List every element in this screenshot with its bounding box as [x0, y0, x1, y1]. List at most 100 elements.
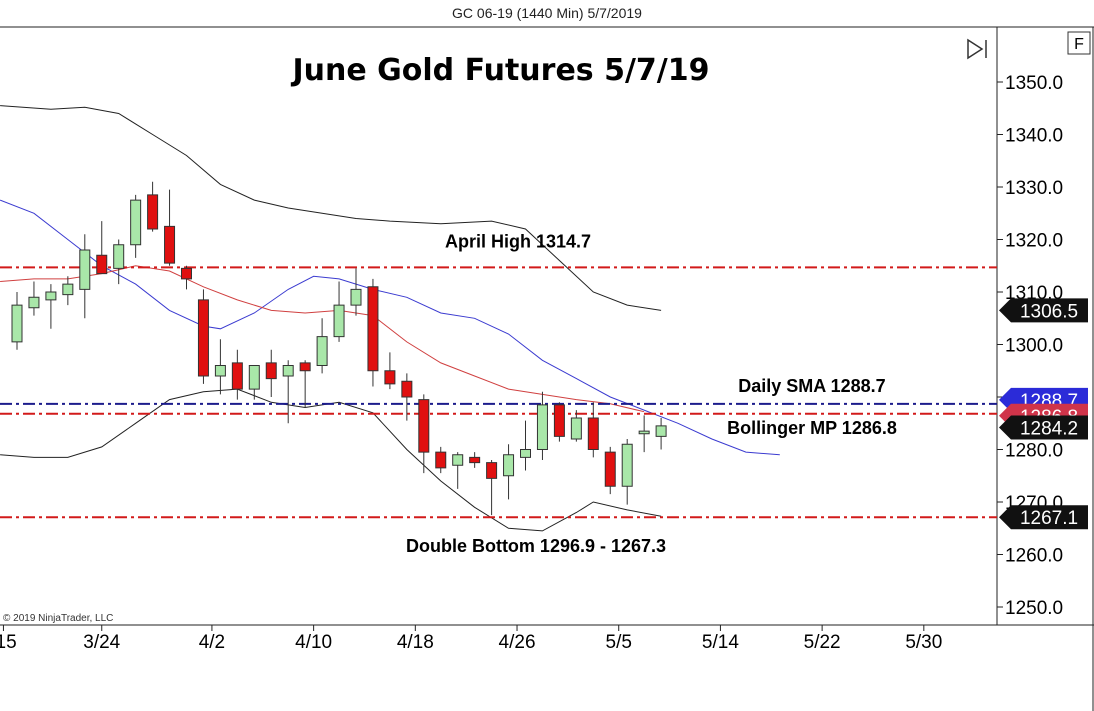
candle-2 [45, 284, 57, 329]
chart-title: June Gold Futures 5/7/19 [290, 53, 709, 88]
indicator-layer [0, 105, 780, 532]
candle-5 [96, 221, 108, 275]
candle-body [231, 362, 243, 390]
candle-body [28, 296, 40, 309]
x-tick-label: 5/5 [606, 632, 632, 653]
candle-21 [367, 278, 379, 387]
x-axis: /15 3/24 4/2 4/10 4/18 4/26 5/5 5/14 5/22 5/30 [0, 625, 942, 653]
candle-body [553, 404, 565, 437]
candle-body [333, 304, 345, 338]
candle-body [164, 225, 176, 264]
x-tick-label: 3/24 [83, 632, 120, 653]
price-tag-label: 1306.5 [1020, 301, 1078, 322]
candle-body [248, 365, 260, 390]
candle-body [570, 417, 582, 440]
candle-1 [28, 281, 40, 316]
f-button[interactable]: F [1067, 31, 1091, 55]
candle-25 [435, 446, 447, 474]
candle-27 [469, 452, 481, 468]
candle-body [452, 454, 464, 466]
candle-29 [503, 444, 515, 500]
y-tick-label: 1350.0 [1005, 73, 1063, 94]
candle-3 [62, 276, 74, 306]
x-tick-label: 5/22 [804, 632, 841, 653]
y-tick-label: 1280.0 [1005, 441, 1063, 462]
candle-28 [486, 460, 498, 516]
candle-7 [130, 194, 142, 258]
candle-33 [570, 410, 582, 442]
candle-body [486, 462, 498, 479]
candle-15 [265, 349, 277, 397]
candle-body [655, 425, 667, 437]
candle-body [197, 299, 209, 377]
candle-body [130, 199, 142, 246]
y-tick-label: 1330.0 [1005, 178, 1063, 199]
candle-18 [316, 318, 328, 374]
candle-body [214, 365, 226, 377]
price-tag-4: 1267.1 [999, 505, 1088, 530]
x-tick-label: 5/30 [905, 632, 942, 653]
candle-body [265, 362, 277, 380]
candle-body [299, 362, 311, 372]
y-tick-label: 1300.0 [1005, 336, 1063, 357]
candle-19 [333, 281, 345, 342]
candle-20 [350, 268, 362, 316]
candle-body [621, 443, 633, 487]
price-tag-0: 1306.5 [999, 298, 1088, 323]
candle-37 [638, 415, 650, 453]
candle-body [181, 267, 192, 280]
y-axis: 1250.01260.01270.01280.01290.01300.01310… [997, 73, 1063, 619]
candle-17 [299, 360, 311, 408]
candle-8 [147, 181, 159, 232]
candle-body [62, 283, 74, 296]
candle-23 [401, 373, 413, 421]
candle-36 [621, 439, 633, 505]
price-tag-shape [999, 505, 1088, 530]
y-tick-label: 1260.0 [1005, 546, 1063, 567]
candle-34 [587, 402, 599, 458]
y-tick-label: 1320.0 [1005, 231, 1063, 252]
price-tag-3: 1284.2 [999, 415, 1088, 440]
candle-body [638, 430, 650, 435]
horizontal-lines-layer [0, 266, 997, 519]
candle-body [469, 456, 481, 464]
bollinger-upper-line [0, 105, 662, 311]
candle-38 [655, 418, 667, 450]
candle-body [435, 451, 447, 469]
price-tag-label: 1284.2 [1020, 418, 1078, 439]
candle-0 [11, 292, 23, 350]
skip-to-end-icon[interactable] [967, 38, 987, 60]
price-tag-shape [999, 298, 1088, 323]
candle-12 [214, 339, 226, 395]
candle-body [147, 194, 159, 230]
copyright-text: © 2019 NinjaTrader, LLC [3, 613, 113, 624]
f-button-label: F [1074, 36, 1084, 53]
skip-triangle [967, 38, 984, 60]
x-tick-label: 4/2 [199, 632, 225, 653]
candle-13 [231, 349, 243, 400]
f-button-box [1067, 31, 1091, 55]
annotation-label-2: Bollinger MP 1286.8 [727, 418, 897, 438]
x-tick-label: 4/10 [295, 632, 332, 653]
bollinger-mid-line [0, 199, 780, 456]
bollinger-lower-line [0, 388, 662, 532]
candle-body [384, 370, 396, 385]
candle-body [316, 336, 328, 366]
candle-32 [553, 402, 565, 442]
x-tick-label: /15 [0, 632, 17, 653]
candle-body [96, 254, 108, 275]
annotation-label-3: Double Bottom 1296.9 - 1267.3 [406, 536, 666, 556]
candle-body [503, 454, 515, 477]
candle-24 [418, 394, 430, 474]
candle-4 [79, 234, 91, 319]
x-tick-label: 4/26 [499, 632, 536, 653]
chart-header: GC 06-19 (1440 Min) 5/7/2019 [452, 5, 642, 21]
annotation-label-0: April High 1314.7 [445, 231, 591, 251]
candle-22 [384, 352, 396, 390]
candle-10 [181, 265, 192, 290]
chart-frame [0, 26, 1094, 711]
candles-layer [11, 181, 667, 516]
candle-body [604, 451, 616, 487]
